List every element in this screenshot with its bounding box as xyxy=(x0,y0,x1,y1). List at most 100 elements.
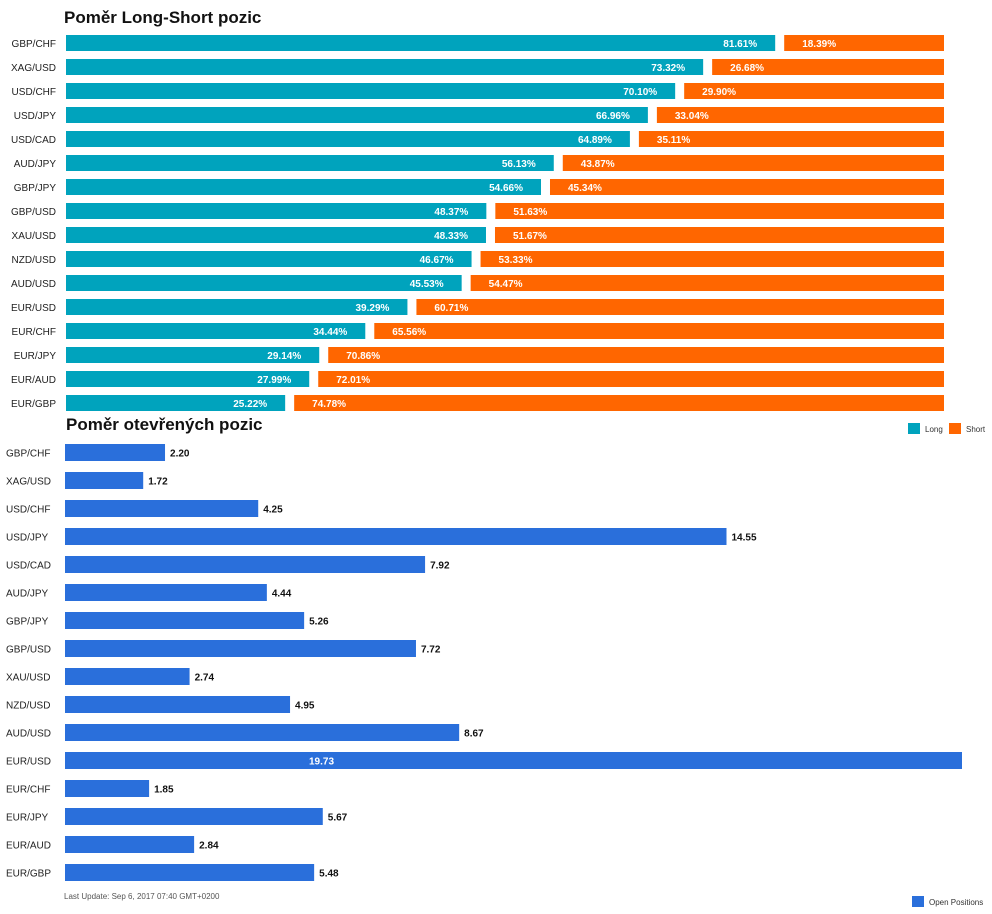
open-positions-value-label: 19.73 xyxy=(309,757,334,768)
long-value-label: 66.96% xyxy=(596,111,630,122)
open-positions-category-label: EUR/CHF xyxy=(6,785,50,796)
open-positions-value-label: 7.92 xyxy=(430,561,450,572)
long-short-category-label: GBP/USD xyxy=(11,207,56,218)
short-bar xyxy=(638,131,944,147)
long-bar xyxy=(66,155,554,171)
short-value-label: 70.86% xyxy=(346,351,380,362)
open-positions-category-label: XAU/USD xyxy=(6,673,50,684)
open-positions-value-label: 2.74 xyxy=(195,673,215,684)
open-positions-bar xyxy=(65,640,416,657)
open-positions-value-label: 5.67 xyxy=(328,813,348,824)
short-value-label: 43.87% xyxy=(581,159,615,170)
legend-long-swatch xyxy=(908,423,920,434)
open-positions-value-label: 1.72 xyxy=(148,477,168,488)
long-value-label: 45.53% xyxy=(410,279,444,290)
long-bar xyxy=(66,35,776,51)
long-value-label: 64.89% xyxy=(578,135,612,146)
open-positions-category-label: NZD/USD xyxy=(6,701,50,712)
long-bar xyxy=(66,275,462,291)
open-positions-value-label: 1.85 xyxy=(154,785,174,796)
open-positions-value-label: 4.25 xyxy=(263,505,283,516)
open-positions-category-label: USD/CAD xyxy=(6,561,51,572)
short-bar xyxy=(294,395,944,411)
short-value-label: 29.90% xyxy=(702,87,736,98)
open-positions-value-label: 2.20 xyxy=(170,449,190,460)
short-bar xyxy=(784,35,944,51)
open-positions-value-label: 5.26 xyxy=(309,617,329,628)
open-positions-category-label: AUD/USD xyxy=(6,729,51,740)
open-positions-category-label: XAG/USD xyxy=(6,477,51,488)
long-short-category-label: GBP/CHF xyxy=(12,39,56,50)
long-value-label: 39.29% xyxy=(356,303,390,314)
long-bar xyxy=(66,59,704,75)
long-value-label: 73.32% xyxy=(651,63,685,74)
legend-long-label: Long xyxy=(925,425,943,434)
long-value-label: 70.10% xyxy=(623,87,657,98)
long-bar xyxy=(66,203,487,219)
long-short-category-label: EUR/JPY xyxy=(14,351,57,362)
short-bar xyxy=(712,59,944,75)
short-bar xyxy=(562,155,944,171)
short-bar xyxy=(328,347,945,363)
short-value-label: 33.04% xyxy=(675,111,709,122)
open-positions-bar xyxy=(65,780,150,797)
short-value-label: 18.39% xyxy=(802,39,836,50)
short-bar xyxy=(374,323,945,339)
short-bar xyxy=(318,371,944,387)
long-bar xyxy=(66,227,486,243)
open-positions-value-label: 7.72 xyxy=(421,645,441,656)
short-bar xyxy=(549,179,944,195)
long-bar xyxy=(66,299,408,315)
legend-short-swatch xyxy=(949,423,961,434)
short-bar xyxy=(495,203,944,219)
long-bar xyxy=(66,107,648,123)
open-positions-category-label: GBP/JPY xyxy=(6,617,49,628)
long-value-label: 29.14% xyxy=(267,351,301,362)
open-positions-bar xyxy=(65,864,315,881)
open-positions-bar xyxy=(65,500,259,517)
long-short-category-label: EUR/CHF xyxy=(12,327,56,338)
short-bar xyxy=(684,83,944,99)
long-short-category-label: GBP/JPY xyxy=(14,183,57,194)
open-positions-value-label: 5.48 xyxy=(319,869,339,880)
open-positions-bar xyxy=(65,444,166,461)
open-positions-value-label: 4.95 xyxy=(295,701,315,712)
open-positions-category-label: GBP/USD xyxy=(6,645,51,656)
short-value-label: 45.34% xyxy=(568,183,602,194)
long-short-category-label: USD/JPY xyxy=(14,111,57,122)
short-value-label: 65.56% xyxy=(392,327,426,338)
long-short-category-label: XAG/USD xyxy=(11,63,56,74)
legend-open-positions-label: Open Positions xyxy=(929,898,983,907)
open-positions-value-label: 14.55 xyxy=(731,533,756,544)
short-value-label: 54.47% xyxy=(489,279,523,290)
open-positions-value-label: 8.67 xyxy=(464,729,484,740)
open-positions-bar xyxy=(65,528,727,545)
short-value-label: 60.71% xyxy=(434,303,468,314)
open-positions-bar xyxy=(65,696,291,713)
legend-open-positions-swatch xyxy=(912,896,924,907)
long-short-category-label: AUD/USD xyxy=(11,279,56,290)
long-value-label: 27.99% xyxy=(257,375,291,386)
short-value-label: 72.01% xyxy=(336,375,370,386)
short-bar xyxy=(480,251,944,267)
open-positions-category-label: USD/JPY xyxy=(6,533,49,544)
open-positions-category-label: EUR/AUD xyxy=(6,841,51,852)
long-short-category-label: EUR/GBP xyxy=(11,399,56,410)
long-short-category-label: EUR/AUD xyxy=(11,375,56,386)
long-value-label: 54.66% xyxy=(489,183,523,194)
open-positions-bar xyxy=(65,724,460,741)
long-value-label: 48.33% xyxy=(434,231,468,242)
long-bar xyxy=(66,347,320,363)
open-positions-chart: GBP/CHF 2.20 XAG/USD 1.72 USD/CHF 4.25 USD/JPY… xyxy=(6,444,983,907)
short-bar xyxy=(416,299,944,315)
open-positions-category-label: GBP/CHF xyxy=(6,449,50,460)
short-bar xyxy=(494,227,944,243)
long-value-label: 34.44% xyxy=(313,327,347,338)
open-positions-bar xyxy=(65,612,305,629)
long-bar xyxy=(66,323,366,339)
long-short-category-label: USD/CAD xyxy=(11,135,56,146)
long-value-label: 48.37% xyxy=(434,207,468,218)
open-positions-category-label: USD/CHF xyxy=(6,505,50,516)
long-bar xyxy=(66,395,286,411)
